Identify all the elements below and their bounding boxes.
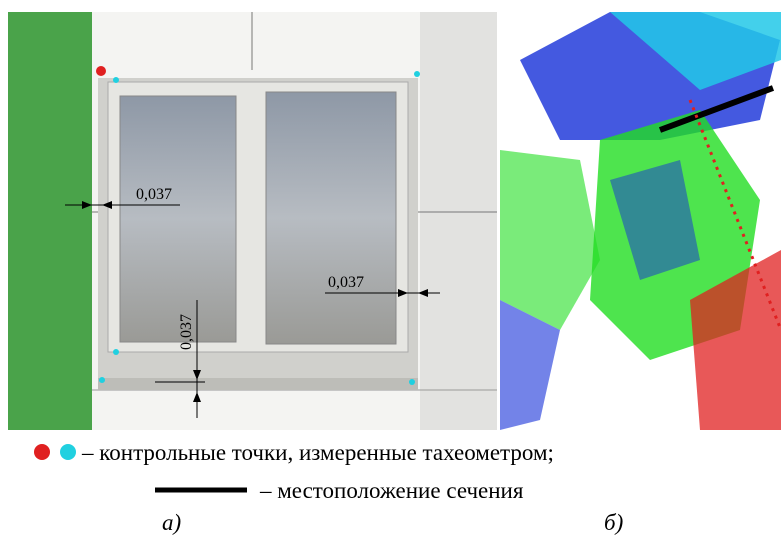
dimension-label: 0,037 <box>136 186 172 203</box>
legend-text: – контрольные точки, измеренные тахеомет… <box>81 440 554 465</box>
page: {"panels": [ {"label": "а)", "annotation… <box>0 0 781 535</box>
legend-cyan-dot <box>60 444 76 460</box>
panel-label: б) <box>604 510 623 535</box>
legend-red-dot <box>34 444 50 460</box>
dimension-label: 0,037 <box>328 274 364 291</box>
dimension-label: 0,037 <box>178 314 195 350</box>
figure: 0,037 0,037 0,037 – контрольные точки, и… <box>0 0 781 535</box>
panel-label: а) <box>162 510 181 535</box>
panel-b-image <box>497 12 781 430</box>
panel-a-image <box>8 12 497 430</box>
legend-text: – местоположение сечения <box>259 478 524 503</box>
